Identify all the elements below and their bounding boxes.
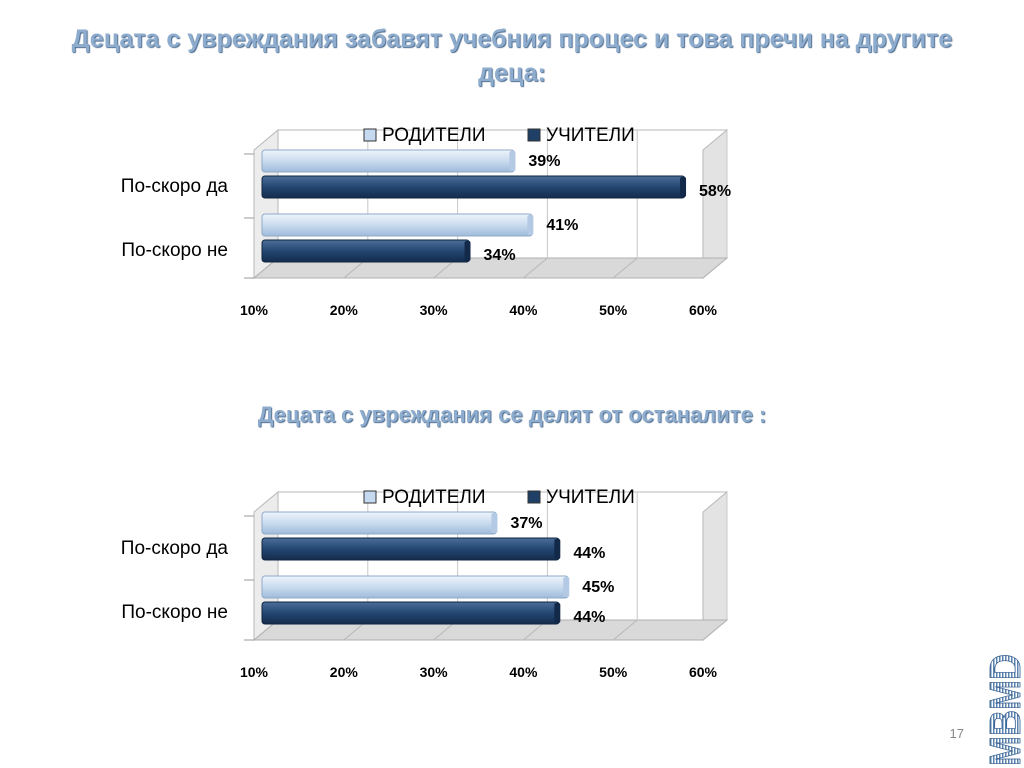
bar-cap [464,241,471,261]
bar-parents [261,511,497,535]
value-label: 41% [546,217,578,234]
bar-teachers [261,537,560,561]
logo-text: MBMD [984,654,1024,766]
legend-label: УЧИТЕЛИ [546,487,635,508]
bar-cap [509,151,516,171]
x-tick-label: 40% [509,664,538,680]
bar-cap [527,215,534,235]
value-label: 44% [573,545,605,562]
bar-cap [563,577,570,597]
x-tick-label: 30% [420,302,449,318]
value-label: 34% [484,247,516,264]
bar-teachers [261,601,560,625]
value-label: 44% [573,609,605,626]
x-tick-label: 60% [689,302,718,318]
legend: РОДИТЕЛИ УЧИТЕЛИ [363,125,635,146]
x-tick-label: 20% [330,302,359,318]
category-label: По-скоро да [121,176,229,197]
bar-chart-1: 10% 20% 30% 40% 50% 60% По-скоро да 39% 58% По-ск… [121,125,731,318]
bar-cap [680,177,687,197]
category-label: По-скоро не [121,602,228,623]
x-tick-label: 60% [689,664,718,680]
x-tick-label: 10% [240,664,269,680]
legend-label: РОДИТЕЛИ [382,125,486,146]
category-label: По-скоро да [121,538,229,559]
bar-parents [261,149,515,173]
legend: РОДИТЕЛИ УЧИТЕЛИ [363,487,635,508]
bar-cap [554,603,561,623]
x-tick-label: 40% [509,302,538,318]
value-label: 39% [528,153,560,170]
legend-label: УЧИТЕЛИ [546,125,635,146]
value-label: 37% [510,515,542,532]
x-tick-label: 50% [599,302,628,318]
legend-marker [527,128,541,142]
bar-parents [261,575,569,599]
x-tick-label: 50% [599,664,628,680]
bar-cap [554,539,561,559]
legend-marker [363,128,377,142]
x-tick-label: 10% [240,302,269,318]
x-tick-label: 30% [420,664,449,680]
value-label: 58% [699,183,731,200]
bar-chart-2: 10% 20% 30% 40% 50% 60% По-скоро да 37% 44% По-ск… [121,487,729,680]
bar-teachers [261,175,686,199]
mbmd-logo: MBMD [984,654,1024,767]
bar-teachers [261,239,471,263]
bar-parents [261,213,533,237]
chart-title-2: Децата с увреждания се делят от останали… [257,402,767,427]
chart-title-1: Децата с увреждания забавят учебния проц… [71,25,953,87]
bar-cap [491,513,498,533]
category-label: По-скоро не [121,240,228,261]
value-label: 45% [582,579,614,596]
legend-marker [363,490,377,504]
legend-label: РОДИТЕЛИ [382,487,486,508]
slide-number: 17 [949,726,964,741]
x-tick-label: 20% [330,664,359,680]
legend-marker [527,490,541,504]
